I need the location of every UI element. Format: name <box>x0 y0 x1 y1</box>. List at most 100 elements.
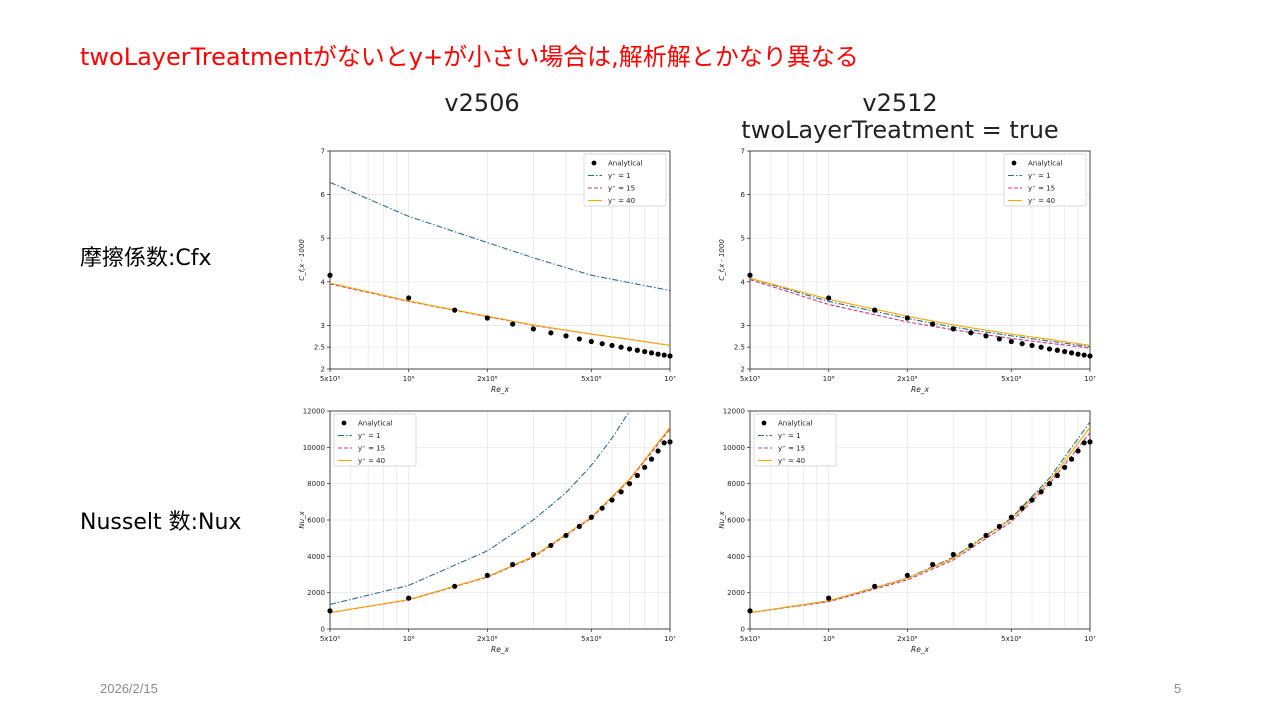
analytical-point <box>950 326 956 332</box>
series-line <box>330 411 630 606</box>
analytical-point <box>588 338 594 345</box>
legend-label: y⁺ = 15 <box>778 445 805 453</box>
legend-label: y⁺ = 15 <box>1028 185 1055 193</box>
analytical-point <box>599 505 605 511</box>
x-tick-label: 10⁷ <box>1084 375 1096 383</box>
x-tick-label: 10⁶ <box>823 635 835 643</box>
series-line <box>750 427 1090 614</box>
chart-cf-v2506: 5x10⁵ 10⁶ 2x10⁶ 5x10⁶ 10⁷ 2 2.5 3 4 5 6 7 Re_x C_f,x … <box>298 148 676 395</box>
x-tick-label: 2x10⁶ <box>477 635 498 643</box>
analytical-point <box>1081 352 1087 358</box>
analytical-point <box>642 464 648 470</box>
column-header-right-option: twoLayerTreatment = true <box>741 116 1059 144</box>
legend-label: y⁺ = 1 <box>358 432 381 440</box>
chart-nu-v2512: 5x10⁵ 10⁶ 2x10⁶ 5x10⁶ 10⁷ 0 2000 4000 6000 8000 10… <box>718 408 1096 655</box>
analytical-point <box>930 561 936 568</box>
analytical-point <box>1068 456 1075 462</box>
analytical-point <box>661 440 667 446</box>
legend-marker-analytical <box>591 160 597 166</box>
series-line <box>330 427 670 614</box>
legend-label: y⁺ = 15 <box>358 445 385 453</box>
legend-label: y⁺ = 1 <box>608 172 631 180</box>
analytical-point <box>1046 481 1053 487</box>
analytical-point <box>1054 347 1060 353</box>
analytical-point <box>1008 514 1014 520</box>
x-tick-label: 10⁶ <box>403 375 415 383</box>
analytical-point <box>950 551 956 558</box>
analytical-point <box>1019 341 1025 347</box>
analytical-point <box>1087 439 1093 445</box>
y-tick-label: 12000 <box>303 408 325 416</box>
series-line <box>750 432 1090 614</box>
y-tick-label: 6000 <box>727 517 745 525</box>
x-tick-label: 5x10⁵ <box>740 635 761 643</box>
x-tick-label: 10⁷ <box>1084 635 1096 643</box>
y-tick-label: 4000 <box>727 553 745 561</box>
x-axis-label: Re_x <box>911 645 930 654</box>
x-tick-label: 5x10⁶ <box>581 375 602 383</box>
footer-date: 2026/2/15 <box>100 681 158 696</box>
legend-marker-analytical <box>761 420 767 426</box>
y-tick-label: 10000 <box>723 444 745 452</box>
plot-frame <box>749 150 1091 370</box>
analytical-point <box>484 315 490 321</box>
y-tick-label: 5 <box>741 235 745 243</box>
y-axis-label: Nu_x <box>718 510 726 528</box>
series-group <box>330 181 670 347</box>
analytical-point <box>548 330 554 336</box>
x-tick-label: 5x10⁶ <box>1001 635 1022 643</box>
series-line <box>330 283 670 347</box>
analytical-point <box>1019 505 1025 511</box>
analytical-point <box>599 341 605 347</box>
analytical-point <box>452 583 458 589</box>
analytical-point <box>983 532 989 539</box>
y-axis-label: C_f,x · 1000 <box>298 239 306 281</box>
x-axis-label: Re_x <box>491 385 510 394</box>
legend-label: Analytical <box>778 420 812 428</box>
y-tick-label: 2.5 <box>734 344 745 352</box>
analytical-point <box>406 595 412 601</box>
y-tick-label: 6 <box>741 191 746 199</box>
analytical-point <box>1062 348 1068 355</box>
legend-box <box>583 153 667 207</box>
column-header-left: v2506 <box>444 89 520 117</box>
y-tick-label: 2 <box>741 366 745 374</box>
series-line <box>750 277 1090 348</box>
series-group <box>750 277 1090 349</box>
x-tick-label: 5x10⁶ <box>581 635 602 643</box>
series-line <box>750 279 1090 349</box>
y-tick-label: 8000 <box>727 480 745 488</box>
legend-label: Analytical <box>1028 160 1062 168</box>
x-tick-label: 5x10⁵ <box>320 375 341 383</box>
analytical-point <box>1046 346 1053 352</box>
legend-label: y⁺ = 40 <box>608 197 635 205</box>
analytical-point <box>626 346 633 352</box>
analytical-point <box>576 523 582 529</box>
y-tick-label: 7 <box>741 148 745 156</box>
x-tick-label: 5x10⁶ <box>1001 375 1022 383</box>
y-tick-label: 12000 <box>723 408 745 416</box>
analytical-point <box>626 481 633 487</box>
analytical-point <box>904 315 910 321</box>
legend-label: y⁺ = 40 <box>778 457 805 465</box>
analytical-point <box>1008 338 1014 345</box>
analytical-point <box>1038 344 1044 350</box>
analytical-point <box>548 542 554 549</box>
y-tick-label: 0 <box>321 626 325 634</box>
series-group <box>330 411 670 614</box>
analytical-point <box>1029 497 1035 503</box>
chart-nu-v2506: 5x10⁵ 10⁶ 2x10⁶ 5x10⁶ 10⁷ 0 2000 4000 6000 8000 10… <box>298 408 676 655</box>
x-tick-label: 10⁷ <box>664 635 676 643</box>
series-line <box>750 277 1090 347</box>
y-tick-label: 2000 <box>307 589 325 597</box>
legend-box <box>1003 153 1087 207</box>
y-tick-label: 10000 <box>303 444 325 452</box>
analytical-point <box>747 608 753 614</box>
analytical-point <box>1038 489 1044 495</box>
y-tick-label: 4 <box>741 278 746 286</box>
y-tick-label: 2 <box>321 366 325 374</box>
analytical-point <box>1062 464 1068 470</box>
analytical-point <box>1068 350 1075 356</box>
x-axis-label: Re_x <box>911 385 930 394</box>
x-tick-label: 2x10⁶ <box>897 635 918 643</box>
